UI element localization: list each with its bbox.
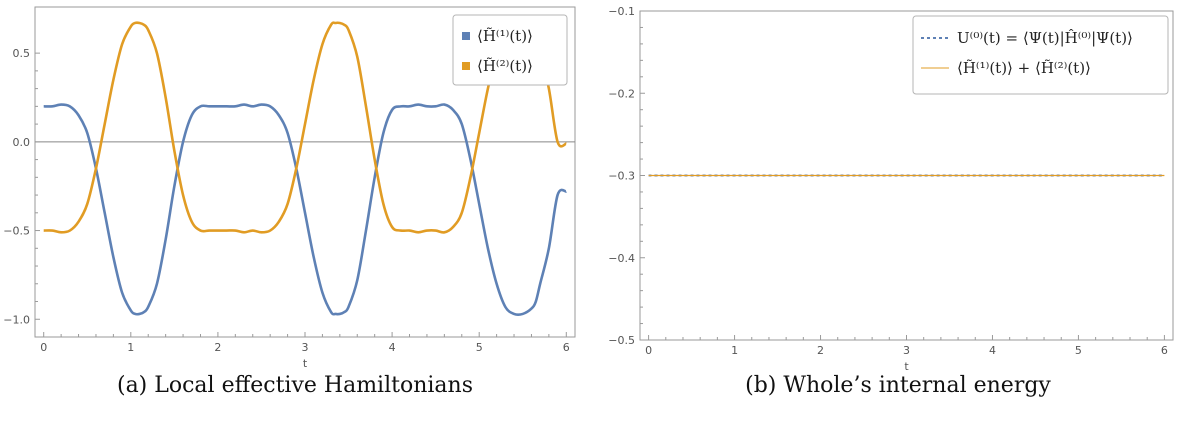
panel-b-chart: 0 1 2 3 4 5 6 −0.5 −0.4 −0.3 −0.2 −0.1 t U⁽⁰⁾(t) =… [608, 5, 1174, 373]
x-tick-label: 0 [645, 344, 652, 357]
x-tick-label: 3 [903, 344, 910, 357]
x-tick-label: 4 [989, 344, 996, 357]
x-tick-label: 2 [214, 341, 221, 354]
x-tick-label: 5 [1075, 344, 1082, 357]
legend-swatch-2 [462, 62, 470, 70]
legend-label-2: ⟨H̃⁽¹⁾(t)⟩ + ⟨H̃⁽²⁾(t)⟩ [957, 59, 1091, 77]
panel-a-chart: 0 1 2 3 4 5 6 −1.0 −0.5 0.0 0.5 t ⟨H̃⁽¹⁾(t)⟩ ⟨H̃⁽²… [3, 6, 576, 370]
x-tick-label: 6 [563, 341, 570, 354]
x-tick-label: 1 [127, 341, 134, 354]
legend-label-2: ⟨H̃⁽²⁾(t)⟩ [477, 57, 533, 75]
y-tick-label: −0.2 [608, 87, 635, 100]
series-line-2 [43, 20, 567, 234]
panel-a-legend-box [452, 14, 568, 86]
y-tick-label: −1.0 [3, 313, 30, 326]
x-tick-label: 1 [731, 344, 738, 357]
y-tick-label: 0.0 [13, 136, 31, 149]
panel-b-legend: U⁽⁰⁾(t) = ⟨Ψ(t)|Ĥ⁽⁰⁾|Ψ(t)⟩ ⟨H̃⁽¹⁾(t)⟩ + ⟨… [912, 15, 1169, 95]
series-line-1 [43, 103, 567, 317]
y-tick-label: 0.5 [13, 47, 31, 60]
y-tick-label: −0.5 [3, 225, 30, 238]
panel-b-legend-box [912, 15, 1169, 95]
x-tick-label: 5 [476, 341, 483, 354]
legend-label-1: ⟨H̃⁽¹⁾(t)⟩ [477, 27, 533, 45]
y-tick-label: −0.3 [608, 170, 635, 183]
panel-a-x-axis-title: t [303, 357, 308, 370]
legend-swatch-1 [462, 32, 470, 40]
panel-a-caption: (a) Local effective Hamiltonians [117, 373, 473, 398]
y-tick-label: −0.5 [608, 334, 635, 347]
panel-b-x-axis-title: t [904, 360, 909, 373]
panel-b-caption: (b) Whole’s internal energy [745, 373, 1051, 398]
y-tick-label: −0.4 [608, 252, 635, 265]
x-tick-label: 0 [40, 341, 47, 354]
legend-label-1: U⁽⁰⁾(t) = ⟨Ψ(t)|Ĥ⁽⁰⁾|Ψ(t)⟩ [957, 29, 1133, 47]
x-tick-label: 3 [302, 341, 309, 354]
x-tick-label: 2 [817, 344, 824, 357]
y-tick-label: −0.1 [608, 5, 635, 18]
panel-a-legend: ⟨H̃⁽¹⁾(t)⟩ ⟨H̃⁽²⁾(t)⟩ [452, 14, 568, 86]
x-tick-label: 4 [389, 341, 396, 354]
x-tick-label: 6 [1161, 344, 1168, 357]
